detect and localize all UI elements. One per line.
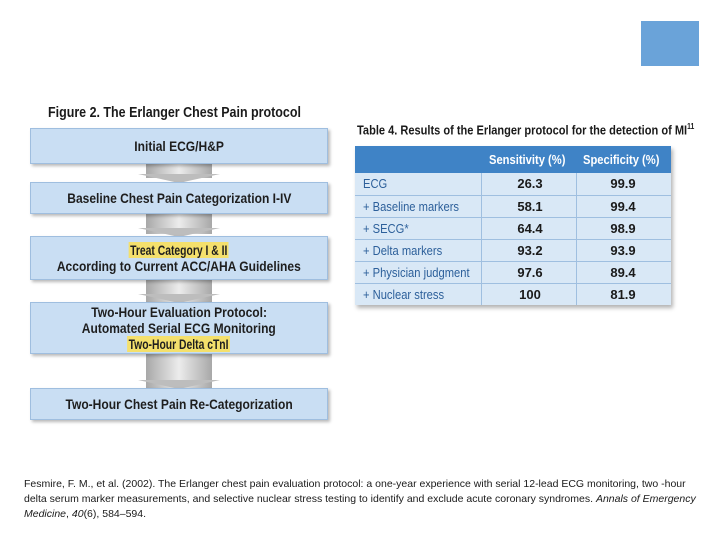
- flow-arrowhead: [138, 174, 220, 183]
- row-label: + Delta markers: [363, 243, 443, 258]
- table-header: Sensitivity (%) Specificity (%): [355, 146, 671, 173]
- row-label: ECG: [363, 176, 388, 191]
- table-title-reference: 11: [687, 122, 695, 131]
- citation-pages: (6), 584–594.: [83, 508, 147, 520]
- sensitivity-value: 58.1: [517, 199, 543, 214]
- flow-arrowhead: [138, 294, 220, 303]
- flow-step-initial-ecg: Initial ECG/H&P: [30, 128, 328, 164]
- citation-volume: 40: [71, 508, 84, 520]
- table-row: + Delta markers 93.2 93.9: [355, 239, 671, 262]
- specificity-value: 93.9: [610, 243, 636, 258]
- flow-step-baseline-categorization: Baseline Chest Pain Categorization I-IV: [30, 182, 328, 214]
- row-label: + Physician judgment: [363, 265, 470, 280]
- sensitivity-value: 93.2: [517, 243, 543, 258]
- table-row: ECG 26.3 99.9: [355, 173, 671, 195]
- flow-arrowhead: [138, 380, 220, 389]
- row-label: + Nuclear stress: [363, 287, 445, 302]
- flow-step-line: Treat Category I & II: [121, 242, 238, 258]
- table-row: + SECG* 64.4 98.9: [355, 217, 671, 240]
- header-specificity: Specificity (%): [583, 152, 660, 167]
- table-row: + Nuclear stress 100 81.9: [355, 283, 671, 306]
- flow-step-text: Two-Hour Chest Pain Re-Categorization: [65, 396, 293, 412]
- flow-step-recategorization: Two-Hour Chest Pain Re-Categorization: [30, 388, 328, 420]
- specificity-value: 99.4: [610, 199, 636, 214]
- flow-step-text: Two-Hour Evaluation Protocol:: [91, 304, 267, 320]
- accent-square: [641, 21, 699, 66]
- flow-step-line: Two-Hour Delta cTnI: [119, 336, 239, 352]
- flow-step-text: Baseline Chest Pain Categorization I-IV: [66, 190, 292, 206]
- sensitivity-value: 26.3: [517, 176, 543, 191]
- citation-text: Fesmire, F. M., et al. (2002). The Erlan…: [24, 478, 686, 505]
- specificity-value: 98.9: [610, 221, 636, 236]
- specificity-value: 81.9: [610, 287, 636, 302]
- flow-step-text: According to Current ACC/AHA Guidelines: [57, 258, 301, 274]
- figure-title: Figure 2. The Erlanger Chest Pain protoc…: [48, 105, 301, 121]
- flow-arrowhead: [138, 228, 220, 237]
- flow-step-highlight: Treat Category I & II: [128, 242, 230, 258]
- flow-step-text: Initial ECG/H&P: [134, 138, 224, 154]
- citation-separator: ,: [66, 508, 72, 520]
- row-label: + SECG*: [363, 221, 409, 236]
- results-table: Sensitivity (%) Specificity (%) ECG 26.3…: [355, 146, 671, 305]
- flow-step-text: Automated Serial ECG Monitoring: [81, 320, 276, 336]
- header-sensitivity: Sensitivity (%): [489, 152, 566, 167]
- table-row: + Physician judgment 97.6 89.4: [355, 261, 671, 284]
- flow-step-highlight: Two-Hour Delta cTnI: [127, 336, 231, 352]
- specificity-value: 89.4: [610, 265, 636, 280]
- specificity-value: 99.9: [610, 176, 636, 191]
- citation: Fesmire, F. M., et al. (2002). The Erlan…: [24, 477, 699, 522]
- row-label: + Baseline markers: [363, 199, 460, 214]
- table-title-text: Table 4. Results of the Erlanger protoco…: [357, 122, 688, 138]
- sensitivity-value: 97.6: [517, 265, 543, 280]
- table-row: + Baseline markers 58.1 99.4: [355, 195, 671, 218]
- citation-journal: Annals of Emergency Medicine: [24, 493, 696, 520]
- sensitivity-value: 64.4: [517, 221, 543, 236]
- table-title: Table 4. Results of the Erlanger protoco…: [357, 122, 694, 137]
- sensitivity-value: 100: [519, 287, 541, 302]
- flow-step-treat-category: Treat Category I & II According to Curre…: [30, 236, 328, 280]
- flowchart: Initial ECG/H&P Baseline Chest Pain Cate…: [30, 128, 328, 420]
- flow-step-two-hour-evaluation: Two-Hour Evaluation Protocol: Automated …: [30, 302, 328, 354]
